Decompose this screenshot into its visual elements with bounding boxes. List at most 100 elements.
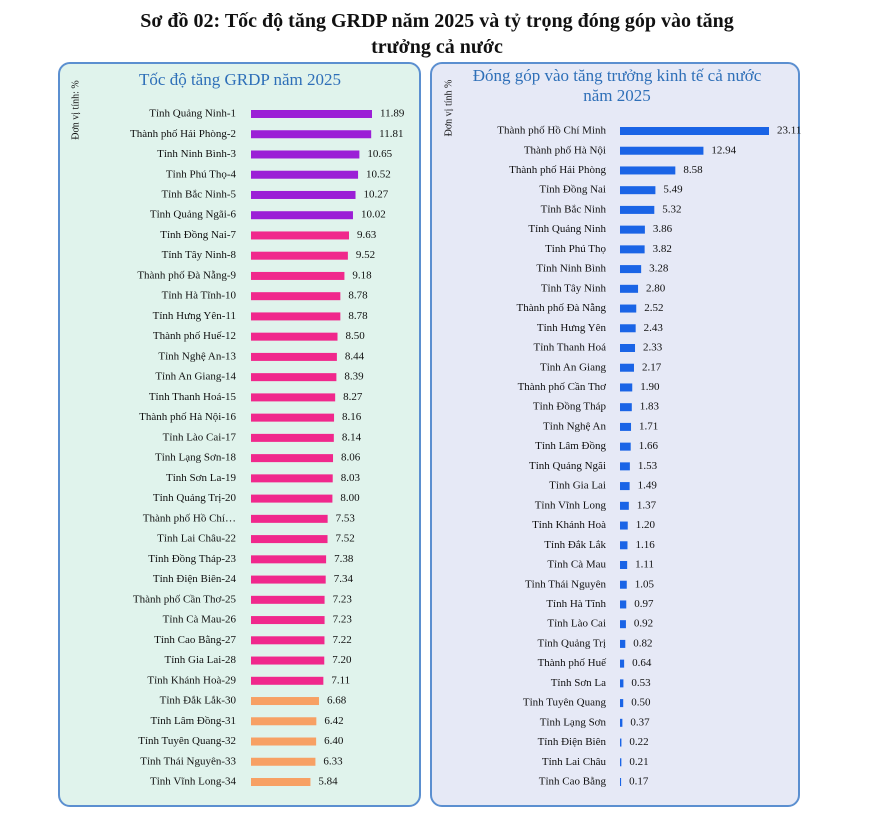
value-label: 0.50 — [631, 697, 651, 709]
bar — [251, 636, 325, 645]
chart-title: Đóng góp vào tăng trưởng kinh tế cả nước… — [472, 66, 762, 105]
category-label: Tỉnh Tây Ninh-8 — [162, 249, 237, 261]
value-label: 10.02 — [361, 209, 386, 221]
category-label: Tỉnh Hà Tĩnh — [546, 598, 606, 610]
value-label: 1.83 — [640, 401, 660, 413]
category-label: Tỉnh Đồng Tháp — [533, 401, 607, 413]
value-label: 1.71 — [639, 420, 658, 432]
bar — [251, 170, 359, 179]
value-label: 7.52 — [336, 533, 355, 545]
value-label: 0.53 — [631, 677, 651, 689]
value-label: 8.14 — [342, 431, 362, 443]
category-label: Tỉnh Phú Thọ — [545, 243, 606, 255]
bar — [251, 332, 338, 341]
value-label: 7.23 — [333, 614, 353, 626]
category-label: Tỉnh Điện Biên-24 — [153, 573, 237, 585]
bar — [251, 535, 328, 544]
category-label: Tỉnh Quảng Trị-20 — [153, 492, 237, 504]
value-label: 1.90 — [640, 381, 660, 393]
bar — [620, 205, 655, 214]
y-axis-label: Đơn vị tính: % — [70, 80, 81, 139]
category-label: Tỉnh Lào Cai — [547, 618, 606, 630]
value-label: 9.18 — [352, 269, 372, 281]
value-label: 7.53 — [336, 512, 356, 524]
bar — [620, 442, 631, 451]
bar — [620, 146, 704, 155]
bar — [251, 697, 319, 706]
value-label: 8.50 — [346, 330, 366, 342]
bar — [620, 127, 769, 135]
category-label: Tỉnh Bắc Ninh-5 — [161, 189, 236, 201]
category-label: Tỉnh Đồng Tháp-23 — [148, 553, 236, 565]
category-label: Thành phố Hà Nội — [524, 144, 606, 156]
bar — [251, 150, 360, 159]
value-label: 2.33 — [643, 342, 663, 354]
category-label: Tỉnh Hà Tĩnh-10 — [162, 290, 237, 302]
bar — [251, 231, 350, 240]
bar — [251, 717, 317, 726]
value-label: 5.84 — [318, 776, 338, 788]
main-title: Sơ đồ 02: Tốc độ tăng GRDP năm 2025 và t… — [140, 10, 734, 58]
bar — [251, 778, 311, 786]
bar — [620, 482, 630, 491]
value-label: 8.44 — [345, 350, 365, 362]
bar — [620, 403, 632, 412]
category-label: Tỉnh Lào Cai-17 — [163, 431, 237, 443]
value-label: 8.78 — [348, 290, 368, 302]
category-label: Tỉnh Sơn La-19 — [166, 472, 236, 484]
category-label: Tỉnh Vĩnh Long-34 — [150, 776, 236, 788]
bar — [251, 251, 348, 260]
bar — [251, 211, 353, 220]
value-label: 6.33 — [323, 755, 343, 767]
value-label: 5.32 — [662, 203, 681, 215]
category-label: Thành phố Hải Phòng-2 — [130, 128, 236, 140]
value-label: 9.52 — [356, 249, 375, 261]
value-label: 1.11 — [635, 559, 654, 571]
value-label: 8.00 — [340, 492, 360, 504]
category-label: Thành phố Hải Phòng — [509, 164, 606, 176]
value-label: 0.17 — [629, 776, 649, 788]
category-label: Thành phố Hà Nội-16 — [139, 411, 236, 423]
category-label: Tỉnh Cao Bằng-27 — [154, 634, 236, 646]
category-label: Tỉnh Lâm Đồng — [535, 440, 606, 452]
category-label: Tỉnh Lai Châu — [542, 756, 607, 768]
category-label: Tỉnh Nghệ An-13 — [158, 350, 236, 362]
category-label: Tỉnh Đồng Nai — [539, 184, 606, 196]
value-label: 7.38 — [334, 553, 354, 565]
bar — [251, 393, 336, 402]
value-label: 1.49 — [638, 480, 658, 492]
bar — [251, 130, 372, 139]
value-label: 8.58 — [683, 164, 703, 176]
bar — [620, 265, 642, 274]
category-label: Tỉnh Lai Châu-22 — [157, 533, 236, 545]
bar — [620, 718, 623, 727]
value-label: 1.05 — [635, 578, 655, 590]
value-label: 2.80 — [646, 282, 666, 294]
category-label: Tỉnh Ninh Bình-3 — [157, 148, 236, 160]
bar — [620, 580, 627, 589]
bar — [251, 190, 356, 199]
category-label: Tỉnh Bắc Ninh — [541, 203, 607, 215]
value-label: 10.65 — [367, 148, 392, 160]
value-label: 1.37 — [637, 499, 657, 511]
category-label: Tỉnh Thanh Hoá — [533, 342, 606, 354]
category-label: Tỉnh An Giang-14 — [155, 371, 236, 383]
panel — [58, 62, 421, 807]
value-label: 11.89 — [380, 108, 405, 120]
value-label: 0.92 — [634, 618, 653, 630]
category-label: Tỉnh Tuyên Quang-32 — [138, 735, 236, 747]
bar — [620, 600, 627, 609]
category-label: Tỉnh Khánh Hoà — [532, 519, 606, 531]
category-label: Tỉnh Quảng Ninh — [528, 223, 606, 235]
bar — [251, 110, 372, 118]
bar — [620, 284, 639, 293]
bar — [251, 757, 316, 766]
bar — [620, 639, 626, 648]
category-label: Tỉnh Gia Lai-28 — [165, 654, 237, 666]
bar — [620, 758, 622, 767]
category-label: Tỉnh Thanh Hoá-15 — [149, 391, 237, 403]
value-label: 0.64 — [632, 657, 652, 669]
value-label: 7.11 — [331, 674, 350, 686]
category-label: Thành phố Đà Nẵng-9 — [137, 269, 236, 281]
bar — [251, 575, 326, 584]
